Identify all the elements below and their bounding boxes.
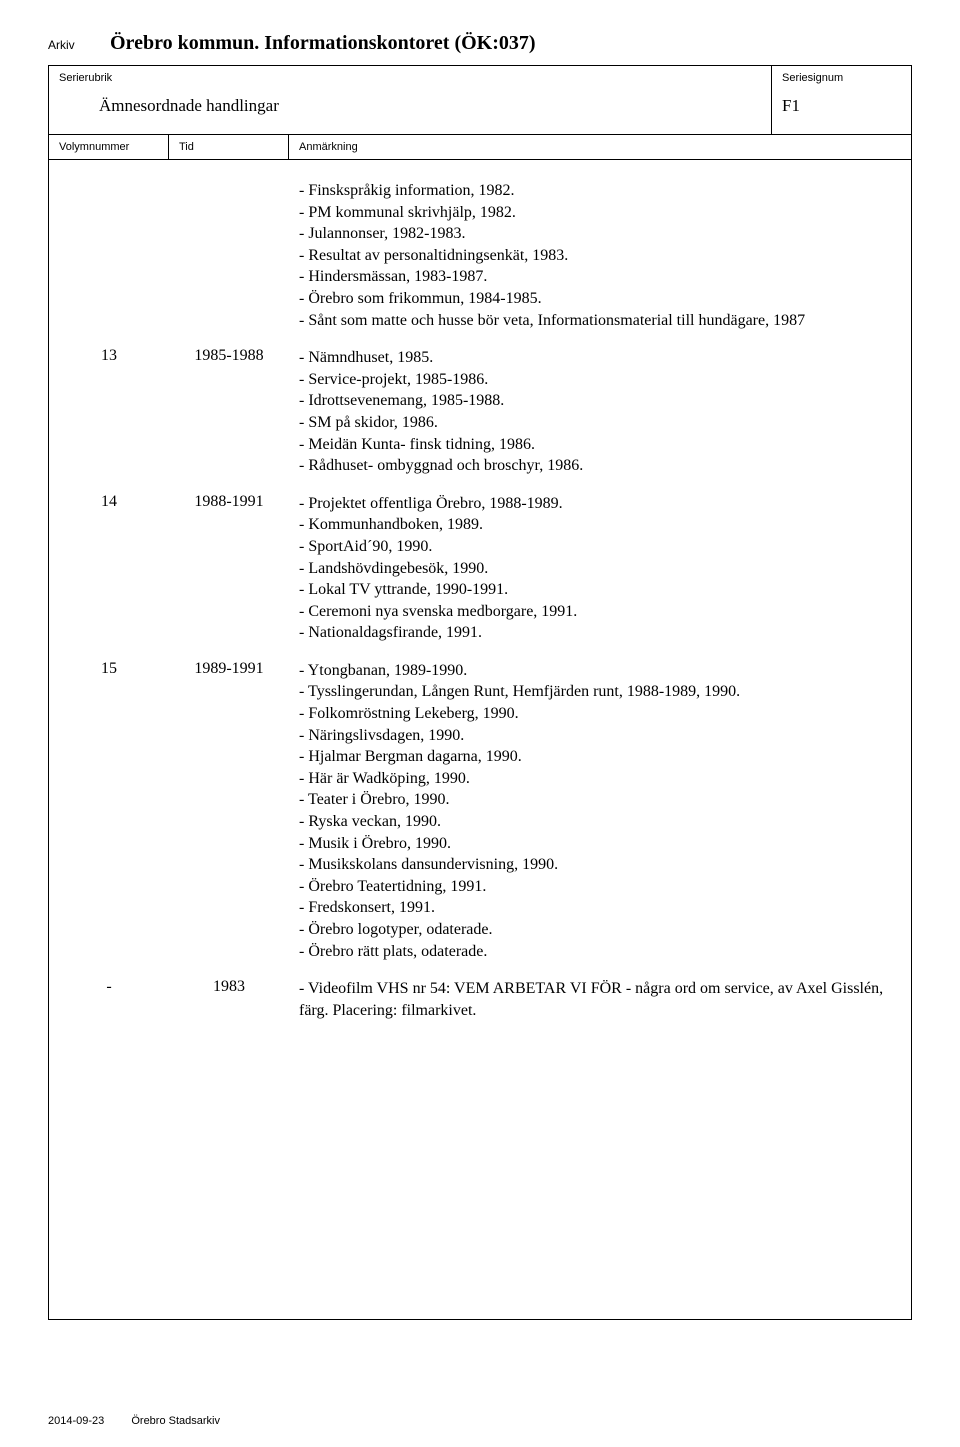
cell-text: - Videofilm VHS nr 54: VEM ARBETAR VI FÖ… bbox=[289, 978, 911, 1021]
cell-tid: 1989-1991 bbox=[169, 660, 289, 962]
cell-volym: 14 bbox=[49, 493, 169, 644]
col-header-volym: Volymnummer bbox=[49, 135, 169, 159]
footer-source: Örebro Stadsarkiv bbox=[131, 1415, 220, 1427]
cell-tid: 1988-1991 bbox=[169, 493, 289, 644]
arkiv-label: Arkiv bbox=[48, 38, 110, 52]
footer-date: 2014-09-23 bbox=[48, 1415, 104, 1427]
serierubrik-label: Serierubrik bbox=[59, 72, 761, 84]
signum-value: F1 bbox=[782, 96, 901, 116]
cell-volym: 15 bbox=[49, 660, 169, 962]
header-box-top: Serierubrik Ämnesordnade handlingar Seri… bbox=[49, 66, 911, 135]
cell-volym: - bbox=[49, 978, 169, 1021]
col-header-anm: Anmärkning bbox=[289, 135, 911, 159]
header-left-cell: Serierubrik Ämnesordnade handlingar bbox=[49, 66, 771, 134]
cell-volym: 13 bbox=[49, 347, 169, 477]
header-row: Arkiv Örebro kommun. Informationskontore… bbox=[48, 32, 912, 55]
cell-volym bbox=[49, 180, 169, 331]
header-box: Serierubrik Ämnesordnade handlingar Seri… bbox=[48, 65, 912, 160]
cell-tid bbox=[169, 180, 289, 331]
column-header-row: Volymnummer Tid Anmärkning bbox=[49, 135, 911, 159]
cell-text: - Finskspråkig information, 1982.- PM ko… bbox=[289, 180, 911, 331]
header-right-cell: Seriesignum F1 bbox=[771, 66, 911, 134]
cell-text: - Nämndhuset, 1985.- Service-projekt, 19… bbox=[289, 347, 911, 477]
cell-tid: 1985-1988 bbox=[169, 347, 289, 477]
footer: 2014-09-23 Örebro Stadsarkiv bbox=[48, 1415, 220, 1427]
table-row: - Finskspråkig information, 1982.- PM ko… bbox=[49, 160, 911, 331]
cell-tid: 1983 bbox=[169, 978, 289, 1021]
series-title: Ämnesordnade handlingar bbox=[99, 96, 761, 116]
cell-text: - Projektet offentliga Örebro, 1988-1989… bbox=[289, 493, 911, 644]
table-row: - 1983 - Videofilm VHS nr 54: VEM ARBETA… bbox=[49, 962, 911, 1021]
table-row: 15 1989-1991 - Ytongbanan, 1989-1990.- T… bbox=[49, 644, 911, 962]
document-title: Örebro kommun. Informationskontoret (ÖK:… bbox=[110, 32, 536, 55]
col-header-tid: Tid bbox=[169, 135, 289, 159]
table-row: 13 1985-1988 - Nämndhuset, 1985.- Servic… bbox=[49, 331, 911, 477]
seriesignum-label: Seriesignum bbox=[782, 72, 901, 84]
entries-container: - Finskspråkig information, 1982.- PM ko… bbox=[48, 160, 912, 1320]
cell-text: - Ytongbanan, 1989-1990.- Tysslingerunda… bbox=[289, 660, 911, 962]
table-row: 14 1988-1991 - Projektet offentliga Öreb… bbox=[49, 477, 911, 644]
